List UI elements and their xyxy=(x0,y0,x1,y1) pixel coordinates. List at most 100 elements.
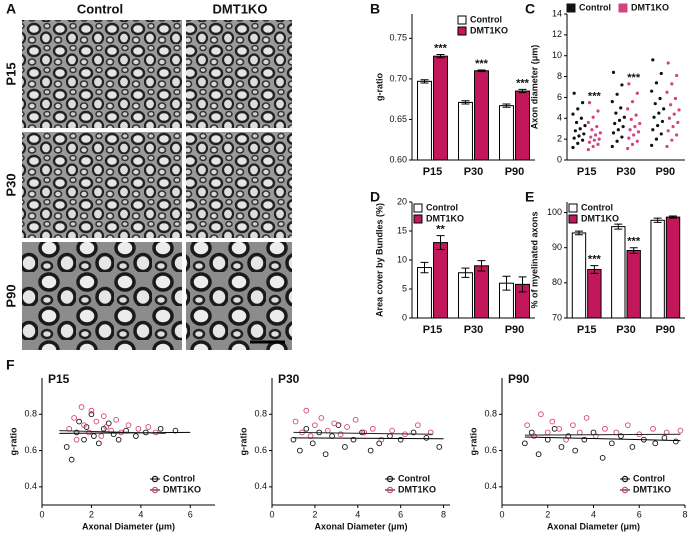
point xyxy=(369,425,376,432)
panel-label: F xyxy=(6,357,15,373)
point xyxy=(556,425,563,432)
dot xyxy=(656,123,660,128)
point xyxy=(367,447,374,454)
dot xyxy=(627,82,631,86)
point xyxy=(618,433,624,439)
x-tick-label: 0 xyxy=(39,509,44,519)
point xyxy=(71,415,77,421)
point xyxy=(145,424,152,430)
legend-swatch xyxy=(618,3,628,13)
dot xyxy=(573,129,577,133)
legend-label: DMT1KO xyxy=(163,484,201,494)
x-tick-label: P90 xyxy=(505,166,525,178)
y-tick-label: 0.4 xyxy=(484,481,497,491)
point xyxy=(88,407,95,414)
legend-label: DMT1KO xyxy=(398,484,436,494)
dot xyxy=(666,61,670,65)
dot xyxy=(591,144,595,149)
dot xyxy=(574,120,579,125)
error-bar xyxy=(477,260,486,272)
legend-label: Control xyxy=(581,202,613,212)
dot xyxy=(579,116,583,120)
point xyxy=(672,438,679,445)
dot xyxy=(583,123,587,128)
point xyxy=(88,411,95,418)
dot xyxy=(634,113,638,117)
chart-title: P90 xyxy=(508,372,530,386)
point xyxy=(297,447,303,454)
dot xyxy=(582,132,586,136)
dot xyxy=(598,131,602,135)
point xyxy=(387,433,393,439)
x-tick-label: P90 xyxy=(505,324,525,336)
dot xyxy=(630,142,635,146)
column-label: DMT1KO xyxy=(213,1,268,16)
dot xyxy=(615,92,619,96)
y-tick-label: 0.8 xyxy=(254,409,267,419)
legend-label: Control xyxy=(633,473,665,483)
point xyxy=(318,415,325,421)
row-label: P30 xyxy=(3,173,18,196)
point xyxy=(309,440,316,447)
error-bar xyxy=(653,217,662,223)
dot xyxy=(576,141,580,145)
point xyxy=(73,429,80,436)
point xyxy=(76,418,82,425)
dot xyxy=(671,125,675,129)
y-tick-label: 12 xyxy=(552,29,562,39)
bar xyxy=(626,250,641,319)
point xyxy=(427,429,434,436)
point xyxy=(78,404,85,410)
error-bar xyxy=(420,79,429,84)
point xyxy=(303,407,310,414)
x-tick-label: 0 xyxy=(269,509,274,519)
dot xyxy=(610,144,614,149)
y-tick-label: 0.65 xyxy=(389,114,407,124)
dot xyxy=(615,139,619,143)
legend-swatch xyxy=(386,475,394,483)
dot xyxy=(591,115,595,119)
dot xyxy=(596,109,600,113)
point xyxy=(650,425,656,432)
dot xyxy=(676,120,680,125)
dot xyxy=(675,133,679,137)
y-tick-label: 2 xyxy=(557,134,562,144)
dot xyxy=(670,82,674,86)
dot xyxy=(580,138,585,142)
legend-label: Control xyxy=(398,473,430,483)
y-tick-label: 100 xyxy=(547,207,562,217)
significance-label: *** xyxy=(434,42,448,54)
legend-label: Control xyxy=(470,14,502,24)
bar xyxy=(571,232,587,319)
y-tick-label: 4 xyxy=(557,113,562,123)
error-bar xyxy=(629,247,638,254)
point xyxy=(63,444,70,450)
chart-title: P15 xyxy=(48,372,70,386)
dot xyxy=(675,73,679,78)
y-tick-label: 0.75 xyxy=(389,33,407,43)
x-axis-label: Axonal Diameter (μm) xyxy=(82,521,175,531)
dot xyxy=(650,143,654,147)
panel-label: B xyxy=(370,1,380,17)
legend-swatch xyxy=(151,486,159,494)
x-tick-label: P90 xyxy=(656,324,676,336)
micrograph xyxy=(186,20,292,128)
point xyxy=(624,422,631,429)
y-tick-label: 0.60 xyxy=(389,154,407,164)
error-bar xyxy=(477,69,486,73)
fit-line xyxy=(293,431,433,435)
dot xyxy=(590,128,594,132)
y-axis-label: g-ratio xyxy=(238,427,248,456)
dot xyxy=(614,111,618,115)
dot xyxy=(659,71,663,76)
point xyxy=(133,433,139,439)
point xyxy=(95,440,102,447)
point xyxy=(352,416,359,423)
dot xyxy=(660,119,665,124)
dot xyxy=(628,128,632,132)
x-axis-label: Axonal Diameter (μm) xyxy=(314,521,407,531)
dot xyxy=(659,132,663,136)
y-tick-label: 5 xyxy=(402,283,407,293)
dot xyxy=(669,103,673,107)
